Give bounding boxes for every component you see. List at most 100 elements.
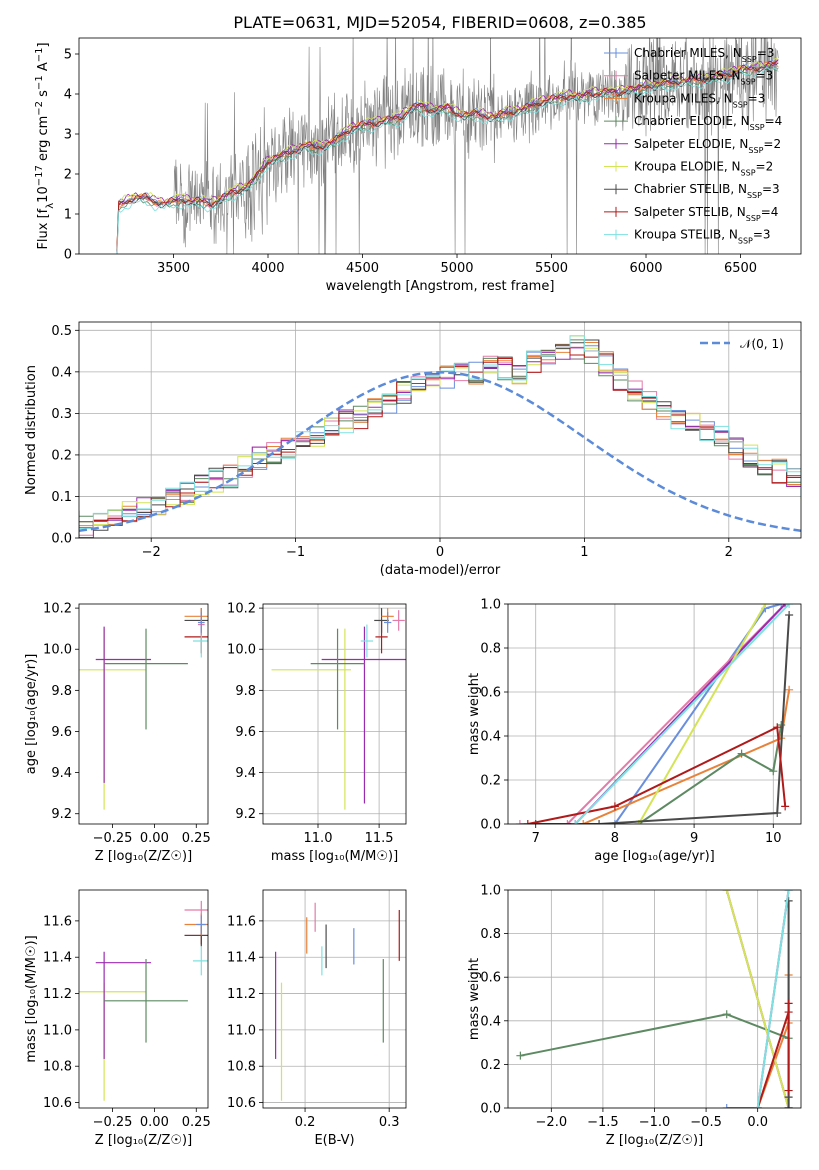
chart-4-ylabel: mass weight	[467, 673, 482, 755]
chart-4-ytick-label: 0.8	[480, 642, 501, 657]
chart-2-ytick-label: 10.2	[43, 602, 72, 617]
chart-6-ytick-label: 10.8	[227, 1060, 256, 1075]
mass-weight-marker-0	[610, 820, 619, 824]
legend-label-subscript: SSP	[738, 236, 753, 245]
mass-weight-marker-6	[595, 820, 604, 824]
chart-1-ytick-label: 0.5	[51, 324, 72, 339]
chart-0-xtick-label: 4500	[346, 261, 379, 276]
mass-weight-line-5	[725, 890, 790, 1108]
chart-1-ytick-label: 0.1	[51, 490, 72, 505]
chart-0-xtick-label: 6500	[724, 261, 757, 276]
chart-0-plot-area	[116, 38, 779, 254]
chart-6-ytick-label: 11.4	[227, 951, 256, 966]
chart-3-ytick-label: 9.6	[235, 725, 256, 740]
chart-5-ytick-label: 10.8	[43, 1060, 72, 1075]
chart-4-xlabel: age [log₁₀(age/yr)]	[594, 849, 715, 864]
mass-weight-marker-7	[784, 1086, 793, 1095]
chart-0-ylabel-part: Flux [f	[36, 208, 51, 249]
legend-label-3: Chabrier ELODIE, NSSP=4	[634, 114, 782, 132]
chart-0-ylabel-part: −17	[34, 165, 45, 186]
chart-3-ytick-label: 9.2	[235, 807, 256, 822]
chart-4-xtick-label: 8	[611, 831, 619, 846]
chart-1-ytick-label: 0.2	[51, 448, 72, 463]
chart-0-ytick-label: 5	[64, 48, 72, 63]
chart-5-frame	[78, 889, 209, 1109]
chart-0-title: PLATE=0631, MJD=52054, FIBERID=0608, z=0…	[233, 13, 646, 32]
chart-7-xlabel: Z [log₁₀(Z/Z☉)]	[606, 1133, 703, 1148]
legend-label-6: Chabrier STELIB, NSSP=3	[634, 182, 780, 200]
chart-4-xtick-label: 10	[765, 831, 782, 846]
chart-6-frame	[262, 889, 407, 1109]
mass-weight-marker-7	[784, 1008, 793, 1017]
chart-7-ylabel: mass weight	[467, 958, 482, 1040]
legend-label-name: Salpeter MILES, N	[634, 69, 741, 83]
chart-3-ytick-label: 10.2	[227, 602, 256, 617]
legend-gaussian-label: 𝒩(0, 1)	[740, 337, 784, 351]
mass-weight-marker-3	[737, 749, 746, 758]
legend-label-subscript: SSP	[733, 100, 748, 109]
model-spectrum-line-7	[116, 60, 779, 251]
legend-label-7: Salpeter STELIB, NSSP=4	[634, 205, 778, 223]
chart-0-ylabel: Flux [fλ10−17 erg cm−2 s−1 A−1]	[34, 42, 56, 249]
chart-0-ytick-label: 2	[64, 168, 72, 183]
chart-0-xtick-label: 3500	[157, 261, 190, 276]
mass-weight-marker-7	[773, 723, 782, 732]
mass-weight-marker-7	[784, 999, 793, 1008]
chart-0-ylabel-part: s	[36, 90, 51, 101]
chart-1-ytick-label: 0.4	[51, 365, 72, 380]
mass-weight-marker-6	[531, 820, 540, 824]
chart-5-ytick-label: 11.4	[43, 951, 72, 966]
chart-3-xlabel: mass [log₁₀(M/M☉)]	[271, 849, 398, 864]
chart-0-ylabel-part: −1	[34, 75, 45, 90]
chart-2-ytick-label: 9.2	[51, 807, 72, 822]
mass-weight-marker-7	[610, 802, 619, 811]
mass-weight-marker-3	[722, 1010, 731, 1019]
gaussian-reference-line	[79, 371, 801, 532]
chart-2-ytick-label: 10.0	[43, 643, 72, 658]
chart-1-ytick-label: 0.3	[51, 407, 72, 422]
chart-0-xlabel: wavelength [Angstrom, rest frame]	[326, 279, 555, 294]
chart-0-ytick-label: 4	[64, 88, 72, 103]
mass-weight-marker-5	[761, 604, 770, 608]
legend-label-subscript: SSP	[748, 145, 763, 154]
legend-label-count: =3	[757, 46, 775, 60]
chart-1-frame	[78, 321, 802, 539]
chart-7-ytick-label: 0.4	[480, 1014, 501, 1029]
chart-0-xtick-label: 5500	[535, 261, 568, 276]
mass-weight-line-7	[527, 725, 787, 824]
mass-weight-marker-0	[722, 1104, 731, 1108]
mass-weight-line-8	[574, 604, 790, 824]
chart-0-ytick-label: 1	[64, 208, 72, 223]
chart-4-xtick-label: 9	[690, 831, 698, 846]
legend-label-subscript: SSP	[750, 123, 765, 132]
chart-0-ylabel-part: λ	[45, 203, 56, 209]
legend-label-1: Salpeter MILES, NSSP=3	[634, 69, 773, 87]
chart-7-xtick-label: 0.0	[747, 1115, 768, 1130]
chart-0-ylabel-part: erg cm	[36, 116, 51, 165]
legend-label-2: Kroupa MILES, NSSP=3	[634, 91, 765, 109]
chart-2-ytick-label: 9.4	[51, 766, 72, 781]
chart-6-xtick-label: 0.2	[295, 1115, 316, 1130]
legend-label-subscript: SSP	[747, 191, 762, 200]
mass-weight-marker-5	[722, 890, 731, 894]
mass-weight-marker-2	[579, 820, 588, 824]
mass-weight-marker-3	[516, 1051, 525, 1060]
chart-4-ytick-label: 0.6	[480, 686, 501, 701]
mass-weight-marker-8	[785, 604, 794, 608]
data-spectrum-line	[116, 38, 779, 254]
mass-weight-line-6	[535, 614, 791, 824]
chart-7-ytick-label: 0.0	[480, 1102, 501, 1117]
histogram-line-6	[79, 339, 801, 531]
chart-0-ylabel-part: −2	[34, 101, 45, 116]
chart-2-xtick-label: 0.25	[182, 831, 211, 846]
chart-7-ytick-label: 0.2	[480, 1058, 501, 1073]
chart-5-xtick-label: 0.25	[182, 1115, 211, 1130]
histogram-line-8	[79, 335, 801, 531]
chart-3-ytick-label: 10.0	[227, 643, 256, 658]
chart-4-ytick-label: 0.4	[480, 730, 501, 745]
legend-label-subscript: SSP	[746, 213, 761, 222]
chart-5-ytick-label: 11.2	[43, 987, 72, 1002]
legend-label-name: Salpeter STELIB, N	[634, 205, 746, 219]
mass-weight-marker-7	[523, 820, 532, 824]
chart-3-xtick-label: 11.0	[304, 831, 333, 846]
